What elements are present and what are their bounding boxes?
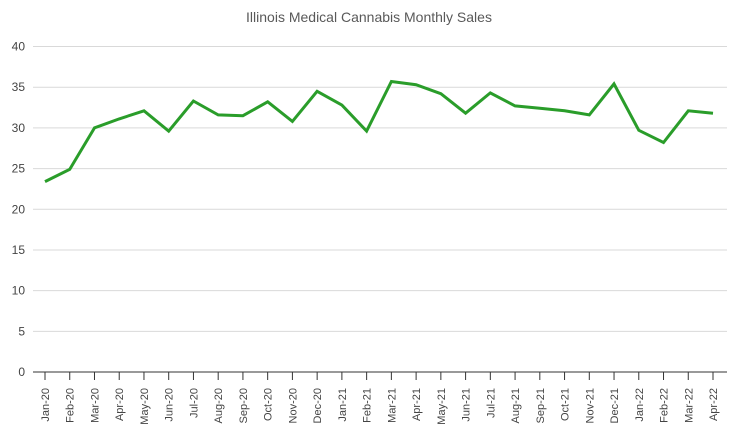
- gridlines: [33, 46, 727, 332]
- x-tick-label: Apr-20: [114, 388, 126, 421]
- x-tick-label: Jan-20: [40, 388, 52, 422]
- x-tick-label: Jul-21: [485, 388, 497, 418]
- x-tick-label: Mar-22: [683, 388, 695, 423]
- y-tick-label: 40: [12, 40, 26, 54]
- x-tick-label: Aug-21: [510, 388, 522, 423]
- x-axis-ticks: Jan-20 Feb-20 Mar-20 Apr-20 May-20 Jun-20 Jul-…: [40, 372, 720, 425]
- y-tick-label: 30: [12, 121, 26, 135]
- x-tick-label: Dec-20: [312, 388, 324, 423]
- series-layer: [44, 79, 714, 183]
- x-tick-label: Aug-20: [213, 388, 225, 423]
- x-tick-label: Sep-21: [535, 388, 547, 423]
- x-tick-label: Mar-20: [89, 388, 101, 423]
- x-tick-label: May-21: [436, 388, 448, 425]
- chart-title: Illinois Medical Cannabis Monthly Sales: [246, 9, 492, 25]
- x-tick-label: Apr-21: [411, 388, 423, 421]
- y-tick-label: 20: [12, 202, 26, 216]
- x-tick-label: Jan-22: [634, 388, 646, 422]
- series-line: [44, 79, 714, 183]
- x-tick-label: Nov-21: [584, 388, 596, 423]
- x-tick-label: Jul-20: [188, 388, 200, 418]
- x-tick-label: Feb-20: [65, 388, 77, 423]
- x-tick-label: Jun-21: [461, 388, 473, 422]
- x-tick-label: Apr-22: [708, 388, 720, 421]
- x-tick-label: Dec-21: [609, 388, 621, 423]
- x-tick-label: Oct-20: [263, 388, 275, 421]
- x-tick-label: Jan-21: [337, 388, 349, 422]
- x-tick-label: Feb-21: [362, 388, 374, 423]
- x-tick-label: Sep-20: [238, 388, 250, 423]
- y-tick-label: 15: [12, 243, 26, 257]
- x-tick-label: Oct-21: [560, 388, 572, 421]
- y-tick-label: 5: [18, 324, 25, 338]
- x-tick-label: Jun-20: [164, 388, 176, 422]
- y-tick-label: 25: [12, 162, 26, 176]
- x-tick-label: Nov-20: [287, 388, 299, 423]
- x-tick-label: May-20: [139, 388, 151, 425]
- y-tick-label: 0: [18, 365, 25, 379]
- y-tick-label: 10: [12, 284, 26, 298]
- y-axis-ticks: 0 5 10 15 20 25 30 35 40: [12, 40, 26, 380]
- x-tick-label: Mar-21: [386, 388, 398, 423]
- x-tick-label: Feb-22: [659, 388, 671, 423]
- y-tick-label: 35: [12, 80, 26, 94]
